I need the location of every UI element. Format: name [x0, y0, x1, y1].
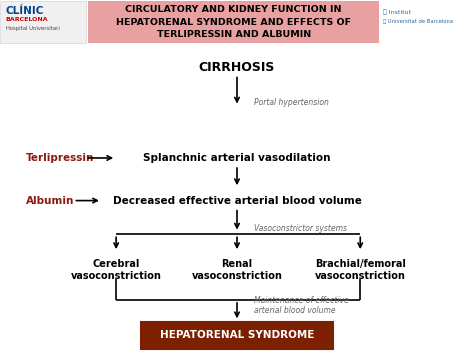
Text: Splanchnic arterial vasodilation: Splanchnic arterial vasodilation	[143, 153, 331, 163]
Text: Ⓤ Institut: Ⓤ Institut	[383, 10, 411, 15]
FancyBboxPatch shape	[88, 1, 379, 43]
FancyBboxPatch shape	[141, 322, 333, 349]
Text: HEPATORENAL SYNDROME: HEPATORENAL SYNDROME	[160, 331, 314, 340]
Text: Albumin: Albumin	[26, 196, 74, 206]
Text: CIRRHOSIS: CIRRHOSIS	[199, 61, 275, 74]
Text: Ⓑ Universitat de Barcelona: Ⓑ Universitat de Barcelona	[383, 19, 453, 24]
Text: Renal
vasoconstriction: Renal vasoconstriction	[191, 259, 283, 281]
Text: Cerebral
vasoconstriction: Cerebral vasoconstriction	[71, 259, 162, 281]
Text: Brachial/femoral
vasoconstriction: Brachial/femoral vasoconstriction	[315, 259, 406, 281]
Text: Decreased effective arterial blood volume: Decreased effective arterial blood volum…	[112, 196, 362, 206]
Text: Terlipressin: Terlipressin	[26, 153, 94, 163]
Text: Maintenance of effective
arterial blood volume: Maintenance of effective arterial blood …	[254, 296, 348, 315]
Text: BARCELONA: BARCELONA	[6, 17, 48, 22]
FancyBboxPatch shape	[0, 1, 86, 43]
Text: Hospital Universitari: Hospital Universitari	[6, 26, 60, 31]
Text: Portal hypertension: Portal hypertension	[254, 98, 328, 108]
Text: CLÍNIC: CLÍNIC	[6, 6, 44, 16]
Text: Vasoconstrictor systems: Vasoconstrictor systems	[254, 224, 346, 234]
Text: CIRCULATORY AND KIDNEY FUNCTION IN
HEPATORENAL SYNDROME AND EFFECTS OF
TERLIPRES: CIRCULATORY AND KIDNEY FUNCTION IN HEPAT…	[116, 5, 351, 39]
